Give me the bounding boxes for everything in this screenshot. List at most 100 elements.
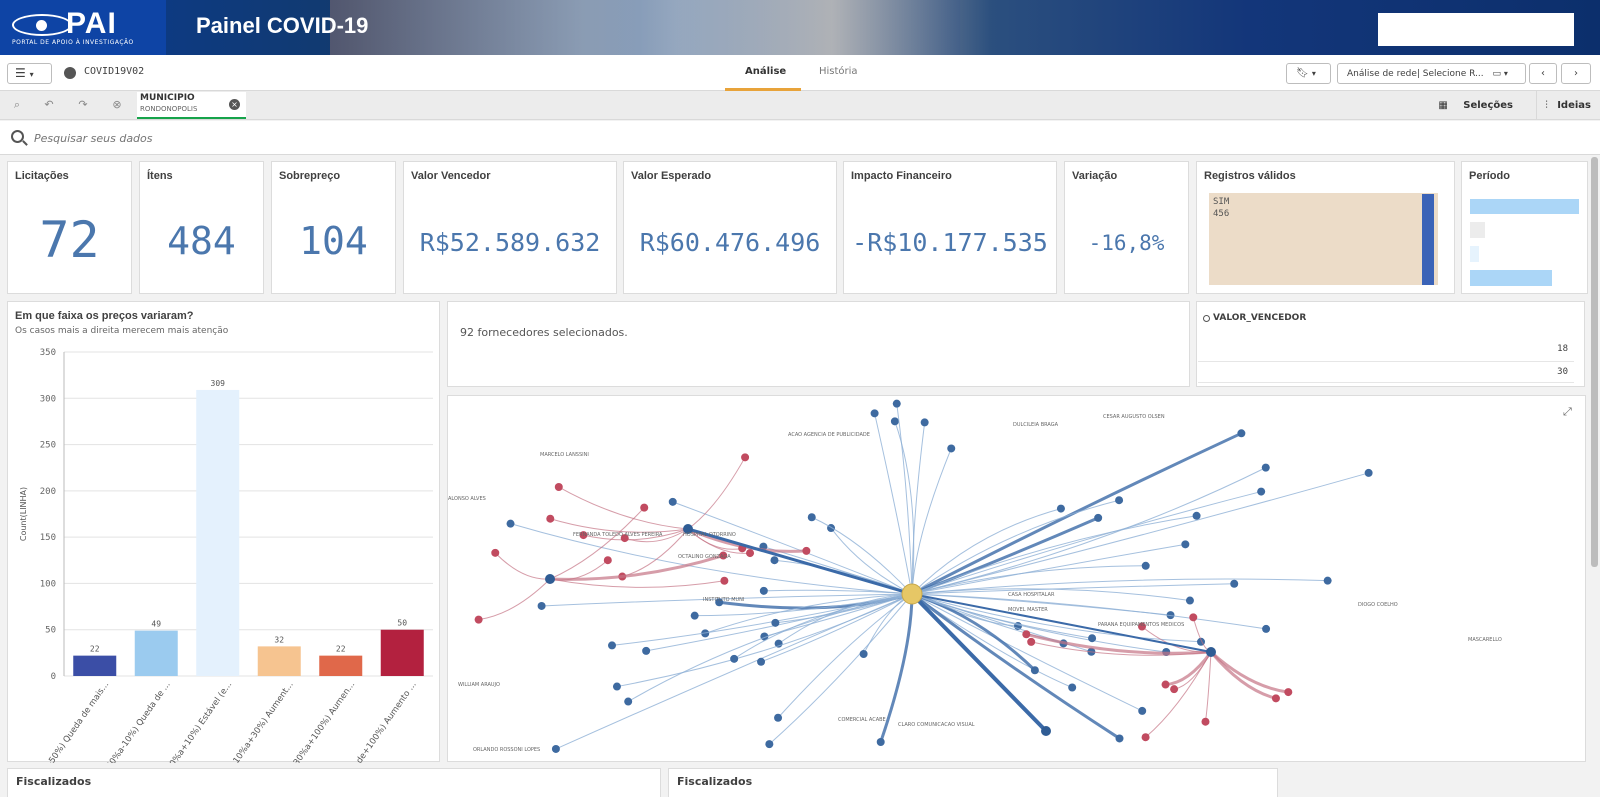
network-edge bbox=[874, 413, 913, 595]
tab-historia[interactable]: História bbox=[819, 66, 858, 77]
registros-label: SIM bbox=[1213, 197, 1230, 207]
network-node bbox=[1141, 561, 1150, 570]
chart-title: Em que faixa os preços variaram? bbox=[15, 310, 194, 322]
network-edge bbox=[778, 593, 913, 645]
network-edge bbox=[624, 528, 689, 543]
scrollbar[interactable] bbox=[1591, 157, 1598, 567]
kpi-value: -16,8% bbox=[1088, 231, 1165, 255]
x-tick-label: 5(+30%a+100%) Aumen... bbox=[283, 680, 357, 763]
network-edge bbox=[911, 583, 1235, 595]
registros-validos-card[interactable]: Registros válidos SIM 456 bbox=[1196, 161, 1455, 294]
network-node bbox=[579, 531, 588, 540]
network-node bbox=[1181, 540, 1190, 549]
kpi-valor-esperado[interactable]: Valor Esperado R$60.476.496 bbox=[623, 161, 837, 294]
network-edge bbox=[896, 403, 913, 595]
bar[interactable] bbox=[73, 655, 117, 676]
search-input[interactable] bbox=[34, 128, 634, 148]
chevron-down-icon: ▾ bbox=[1311, 69, 1316, 78]
periodo-bar[interactable] bbox=[1470, 270, 1552, 286]
registros-count: 456 bbox=[1213, 209, 1230, 219]
network-edge bbox=[555, 593, 913, 750]
network-edge bbox=[687, 528, 751, 554]
kpi-licitacoes[interactable]: Licitações 72 bbox=[7, 161, 132, 294]
network-edge bbox=[672, 501, 913, 595]
network-edge bbox=[558, 486, 689, 530]
network-graph-card[interactable]: HOSPITAL OTORRINO ACAO AGENCIA DE PUBLICI… bbox=[447, 395, 1586, 762]
banner-white-box bbox=[1378, 13, 1574, 46]
next-sheet-button[interactable]: › bbox=[1561, 63, 1591, 84]
network-node bbox=[1237, 429, 1246, 438]
bookmark-button[interactable]: 🔖︎ ▾ bbox=[1286, 63, 1331, 84]
network-edge bbox=[911, 491, 1262, 595]
app-name: COVID19V02 bbox=[84, 66, 145, 77]
chevron-right-icon: › bbox=[1574, 68, 1578, 79]
kpi-itens[interactable]: Ítens 484 bbox=[139, 161, 264, 294]
insights-button[interactable]: ⫶ Ideias bbox=[1536, 91, 1591, 120]
network-edge bbox=[627, 593, 913, 702]
filter-field: VALOR_VENCEDOR bbox=[1213, 313, 1307, 323]
network-node bbox=[870, 409, 879, 418]
network-node bbox=[807, 513, 816, 522]
network-edge bbox=[911, 467, 1266, 595]
periodo-card[interactable]: Período bbox=[1461, 161, 1588, 294]
bar[interactable] bbox=[257, 646, 301, 676]
fiscalizados-left-card[interactable]: Fiscalizados bbox=[7, 768, 661, 797]
close-icon[interactable]: × bbox=[229, 99, 240, 110]
valor-vencedor-filter[interactable]: VALOR_VENCEDOR 18 30 bbox=[1196, 301, 1585, 387]
network-node bbox=[770, 556, 779, 565]
smart-search-icon[interactable]: ⌕ bbox=[13, 98, 21, 111]
sheet-selector[interactable]: Análise de rede| Selecione R... ▭ ▾ bbox=[1337, 63, 1526, 84]
kpi-impacto-financeiro[interactable]: Impacto Financeiro -R$10.177.535 bbox=[843, 161, 1057, 294]
active-tab-indicator bbox=[725, 88, 801, 91]
tab-analise[interactable]: Análise bbox=[745, 66, 787, 77]
fiscalizados-right-card[interactable]: Fiscalizados bbox=[668, 768, 1278, 797]
network-edge bbox=[894, 421, 915, 595]
network-edge bbox=[1209, 651, 1277, 700]
previous-sheet-button[interactable]: ‹ bbox=[1529, 63, 1557, 84]
network-hub bbox=[683, 524, 693, 534]
x-tick-label: 6-(+de+100%) Aumento ... bbox=[344, 680, 419, 763]
filter-row[interactable]: 18 bbox=[1557, 344, 1568, 354]
hamburger-icon: ☰ bbox=[15, 66, 26, 80]
network-edge bbox=[549, 507, 645, 580]
bar[interactable] bbox=[134, 630, 178, 676]
network-node bbox=[1284, 688, 1293, 697]
bar[interactable] bbox=[196, 389, 240, 676]
menu-button[interactable]: ☰ ▾ bbox=[7, 63, 52, 84]
registros-selected-bar bbox=[1422, 194, 1434, 285]
clear-selections-icon[interactable]: ⊗ bbox=[112, 98, 122, 111]
pai-logo[interactable]: PAI PORTAL DE APOIO À INVESTIGAÇÃO bbox=[0, 0, 166, 55]
network-edge bbox=[733, 593, 913, 660]
price-range-chart[interactable]: Em que faixa os preços variaram? Os caso… bbox=[7, 301, 440, 763]
fullscreen-icon[interactable]: ⤢ bbox=[1563, 405, 1572, 418]
selection-chip[interactable]: MUNICIPIO RONDONOPOLIS × bbox=[137, 92, 246, 119]
toolbar: ☰ ▾ COVID19V02 Análise História 🔖︎ ▾ Aná… bbox=[0, 55, 1600, 91]
network-edge bbox=[911, 593, 1267, 630]
kpi-variacao[interactable]: Variação -16,8% bbox=[1064, 161, 1189, 294]
search-icon bbox=[1203, 315, 1210, 322]
periodo-bar[interactable] bbox=[1470, 246, 1479, 262]
step-back-icon[interactable]: ↶ bbox=[44, 98, 54, 111]
step-forward-icon[interactable]: ↷ bbox=[78, 98, 88, 111]
filter-row[interactable]: 30 bbox=[1557, 367, 1568, 377]
network-edge bbox=[760, 593, 913, 663]
network-node bbox=[1262, 624, 1271, 633]
data-label: 22 bbox=[90, 645, 100, 654]
network-edge bbox=[911, 431, 1243, 596]
kpi-valor-vencedor[interactable]: Valor Vencedor R$52.589.632 bbox=[403, 161, 617, 294]
x-tick-label: 1(<-50%) Queda de mais... bbox=[36, 680, 111, 763]
periodo-bar[interactable] bbox=[1470, 222, 1486, 238]
bar[interactable] bbox=[319, 655, 363, 676]
kpi-sobrepreco[interactable]: Sobrepreço 104 bbox=[271, 161, 396, 294]
kpi-value: 72 bbox=[39, 211, 100, 269]
network-edge bbox=[911, 515, 1197, 595]
selections-button[interactable]: ▦ Seleções bbox=[1437, 91, 1513, 120]
network-edge bbox=[687, 457, 746, 530]
kpi-value: R$52.589.632 bbox=[419, 228, 601, 257]
periodo-bar[interactable] bbox=[1470, 199, 1579, 214]
registros-bar[interactable] bbox=[1209, 193, 1438, 285]
network-node bbox=[1138, 706, 1147, 715]
network-node bbox=[603, 556, 612, 565]
network-node bbox=[1027, 637, 1036, 646]
bar[interactable] bbox=[380, 629, 424, 676]
